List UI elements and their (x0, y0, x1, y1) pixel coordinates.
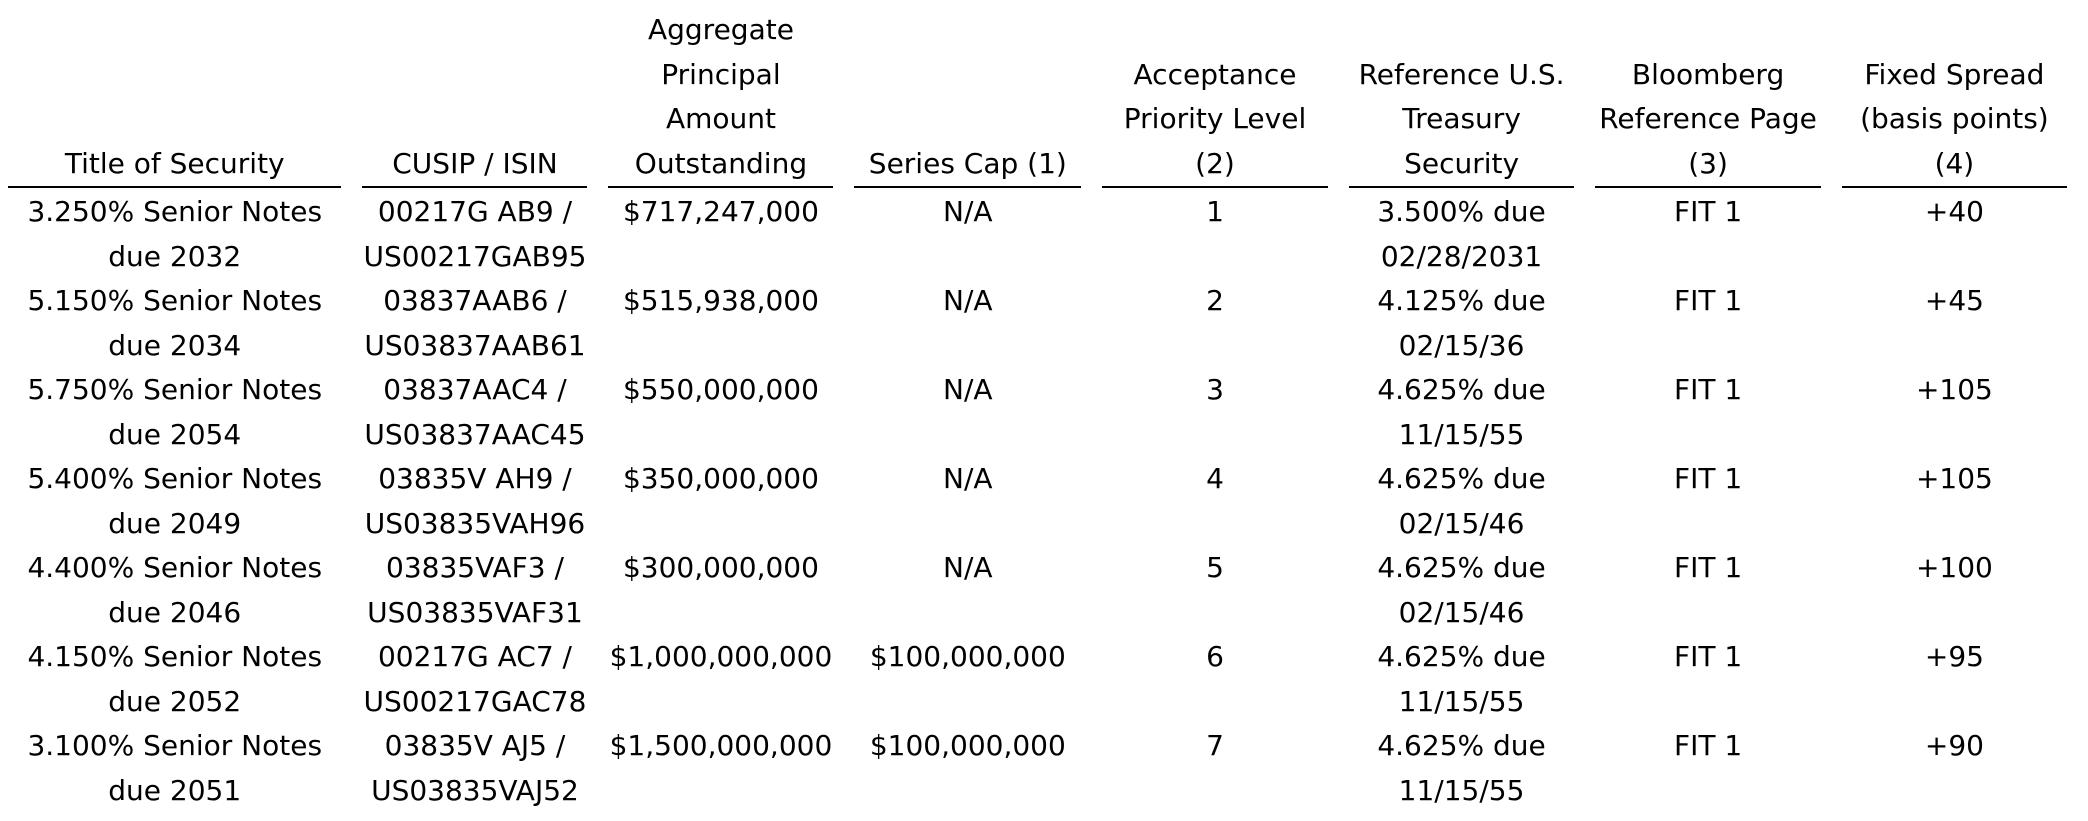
notes-table: Title of Security CUSIP / ISIN Aggregate… (0, 8, 2088, 813)
cell-spread: +95 (1924, 640, 1984, 673)
cell-treasury: 3.500% due 02/28/2031 (1377, 195, 1546, 273)
cell-priority: 2 (1206, 284, 1224, 317)
table-row: 4.150% Senior Notes due 2052 00217G AC7 … (8, 635, 2067, 724)
cell-spread: +100 (1915, 551, 1993, 584)
cell-title: 5.750% Senior Notes due 2054 (27, 373, 323, 451)
header-reference-treasury: Reference U.S. Treasury Security (1348, 8, 1575, 188)
header-cusip-isin: CUSIP / ISIN (362, 8, 588, 188)
cell-priority: 1 (1206, 195, 1224, 228)
cell-bloomberg: FIT 1 (1673, 195, 1743, 228)
header-acceptance-priority: Acceptance Priority Level (2) (1102, 8, 1328, 188)
cell-cusip: 00217G AB9 / US00217GAB95 (363, 195, 587, 273)
header-fixed-spread: Fixed Spread (basis points) (4) (1841, 8, 2067, 188)
cell-series-cap: N/A (943, 462, 993, 495)
table-row: 5.400% Senior Notes due 2049 03835V AH9 … (8, 457, 2067, 546)
cell-spread: +40 (1924, 195, 1984, 228)
cell-treasury: 4.625% due 02/15/46 (1377, 462, 1546, 540)
cell-bloomberg: FIT 1 (1673, 551, 1743, 584)
cell-series-cap: N/A (943, 373, 993, 406)
cell-series-cap: $100,000,000 (869, 640, 1066, 673)
table-row: 3.100% Senior Notes due 2051 03835V AJ5 … (8, 724, 2067, 813)
cell-title: 4.150% Senior Notes due 2052 (27, 640, 323, 718)
header-row: Title of Security CUSIP / ISIN Aggregate… (8, 8, 2067, 188)
cell-bloomberg: FIT 1 (1673, 373, 1743, 406)
cell-title: 4.400% Senior Notes due 2046 (27, 551, 323, 629)
table-row: 3.250% Senior Notes due 2032 00217G AB9 … (8, 188, 2067, 279)
cell-series-cap: N/A (943, 195, 993, 228)
cell-series-cap: N/A (943, 284, 993, 317)
cell-title: 3.100% Senior Notes due 2051 (27, 729, 323, 807)
cell-treasury: 4.625% due 11/15/55 (1377, 373, 1546, 451)
cell-cusip: 03837AAB6 / US03837AAB61 (364, 284, 586, 362)
cell-principal: $350,000,000 (622, 462, 819, 495)
table-row: 5.750% Senior Notes due 2054 03837AAC4 /… (8, 368, 2067, 457)
cell-bloomberg: FIT 1 (1673, 640, 1743, 673)
cell-priority: 6 (1206, 640, 1224, 673)
cell-cusip: 03835VAF3 / US03835VAF31 (367, 551, 583, 629)
header-aggregate-principal: Aggregate Principal Amount Outstanding (608, 8, 834, 188)
cell-principal: $300,000,000 (622, 551, 819, 584)
cell-bloomberg: FIT 1 (1673, 284, 1743, 317)
cell-bloomberg: FIT 1 (1673, 729, 1743, 762)
cell-priority: 7 (1206, 729, 1224, 762)
cell-spread: +105 (1915, 462, 1993, 495)
cell-principal: $1,000,000,000 (609, 640, 833, 673)
cell-priority: 5 (1206, 551, 1224, 584)
cell-cusip: 03837AAC4 / US03837AAC45 (364, 373, 586, 451)
cell-cusip: 00217G AC7 / US00217GAC78 (363, 640, 587, 718)
cell-priority: 4 (1206, 462, 1224, 495)
cell-series-cap: $100,000,000 (869, 729, 1066, 762)
cell-cusip: 03835V AH9 / US03835VAH96 (364, 462, 586, 540)
cell-principal: $717,247,000 (622, 195, 819, 228)
cell-cusip: 03835V AJ5 / US03835VAJ52 (371, 729, 579, 807)
cell-principal: $515,938,000 (622, 284, 819, 317)
header-series-cap: Series Cap (1) (854, 8, 1082, 188)
cell-bloomberg: FIT 1 (1673, 462, 1743, 495)
cell-treasury: 4.625% due 11/15/55 (1377, 640, 1546, 718)
cell-series-cap: N/A (943, 551, 993, 584)
header-bloomberg-page: Bloomberg Reference Page (3) (1595, 8, 1821, 188)
cell-spread: +105 (1915, 373, 1993, 406)
cell-title: 3.250% Senior Notes due 2032 (27, 195, 323, 273)
cell-spread: +45 (1924, 284, 1984, 317)
cell-treasury: 4.625% due 02/15/46 (1377, 551, 1546, 629)
table-row: 4.400% Senior Notes due 2046 03835VAF3 /… (8, 546, 2067, 635)
cell-principal: $550,000,000 (622, 373, 819, 406)
cell-treasury: 4.125% due 02/15/36 (1377, 284, 1546, 362)
cell-title: 5.400% Senior Notes due 2049 (27, 462, 323, 540)
table-row: 5.150% Senior Notes due 2034 03837AAB6 /… (8, 279, 2067, 368)
cell-spread: +90 (1924, 729, 1984, 762)
cell-treasury: 4.625% due 11/15/55 (1377, 729, 1546, 807)
cell-priority: 3 (1206, 373, 1224, 406)
header-title-of-security: Title of Security (8, 8, 342, 188)
cell-title: 5.150% Senior Notes due 2034 (27, 284, 323, 362)
cell-principal: $1,500,000,000 (609, 729, 833, 762)
